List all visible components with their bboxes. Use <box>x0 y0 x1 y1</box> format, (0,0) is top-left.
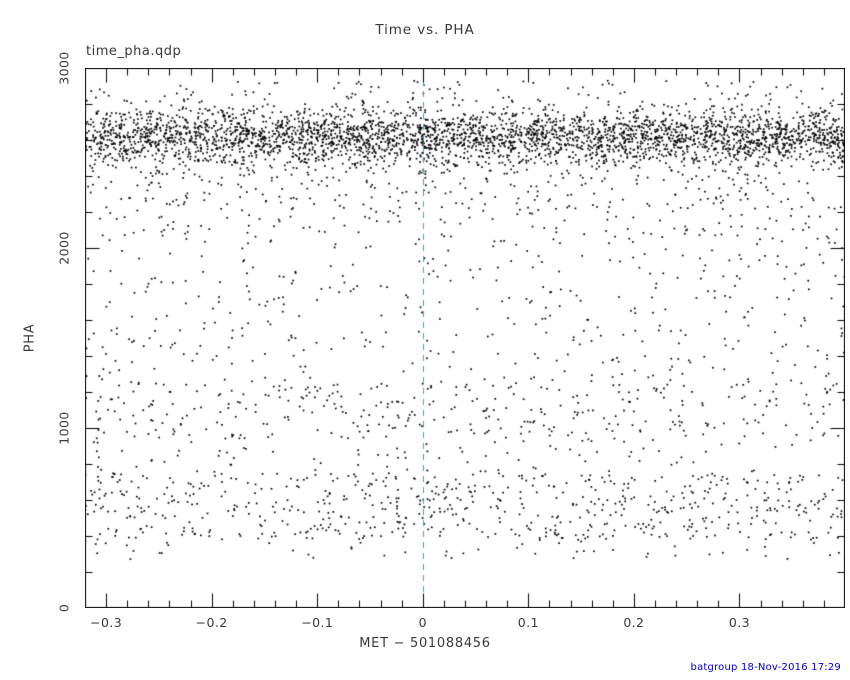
filename-label: time_pha.qdp <box>86 44 182 59</box>
timestamp-label: batgroup 18-Nov-2016 17:29 <box>690 662 841 673</box>
x-tick-label: 0.3 <box>728 615 750 630</box>
x-tick-label: −0.1 <box>301 615 334 630</box>
x-axis-label: MET − 501088456 <box>359 636 491 651</box>
chart-title: Time vs. PHA <box>375 22 475 38</box>
x-tick-label: −0.3 <box>90 615 123 630</box>
x-tick-label: 0.1 <box>517 615 539 630</box>
x-tick-label: 0 <box>418 615 427 630</box>
y-tick-label: 0 <box>56 603 72 613</box>
y-tick-label: 2000 <box>56 231 72 265</box>
y-axis-label: PHA <box>22 323 38 353</box>
x-tick-label: −0.2 <box>195 615 228 630</box>
x-tick-label: 0.2 <box>623 615 645 630</box>
scatter-plot-canvas <box>85 68 845 608</box>
y-tick-label: 1000 <box>56 411 72 445</box>
y-tick-label: 3000 <box>56 51 72 85</box>
